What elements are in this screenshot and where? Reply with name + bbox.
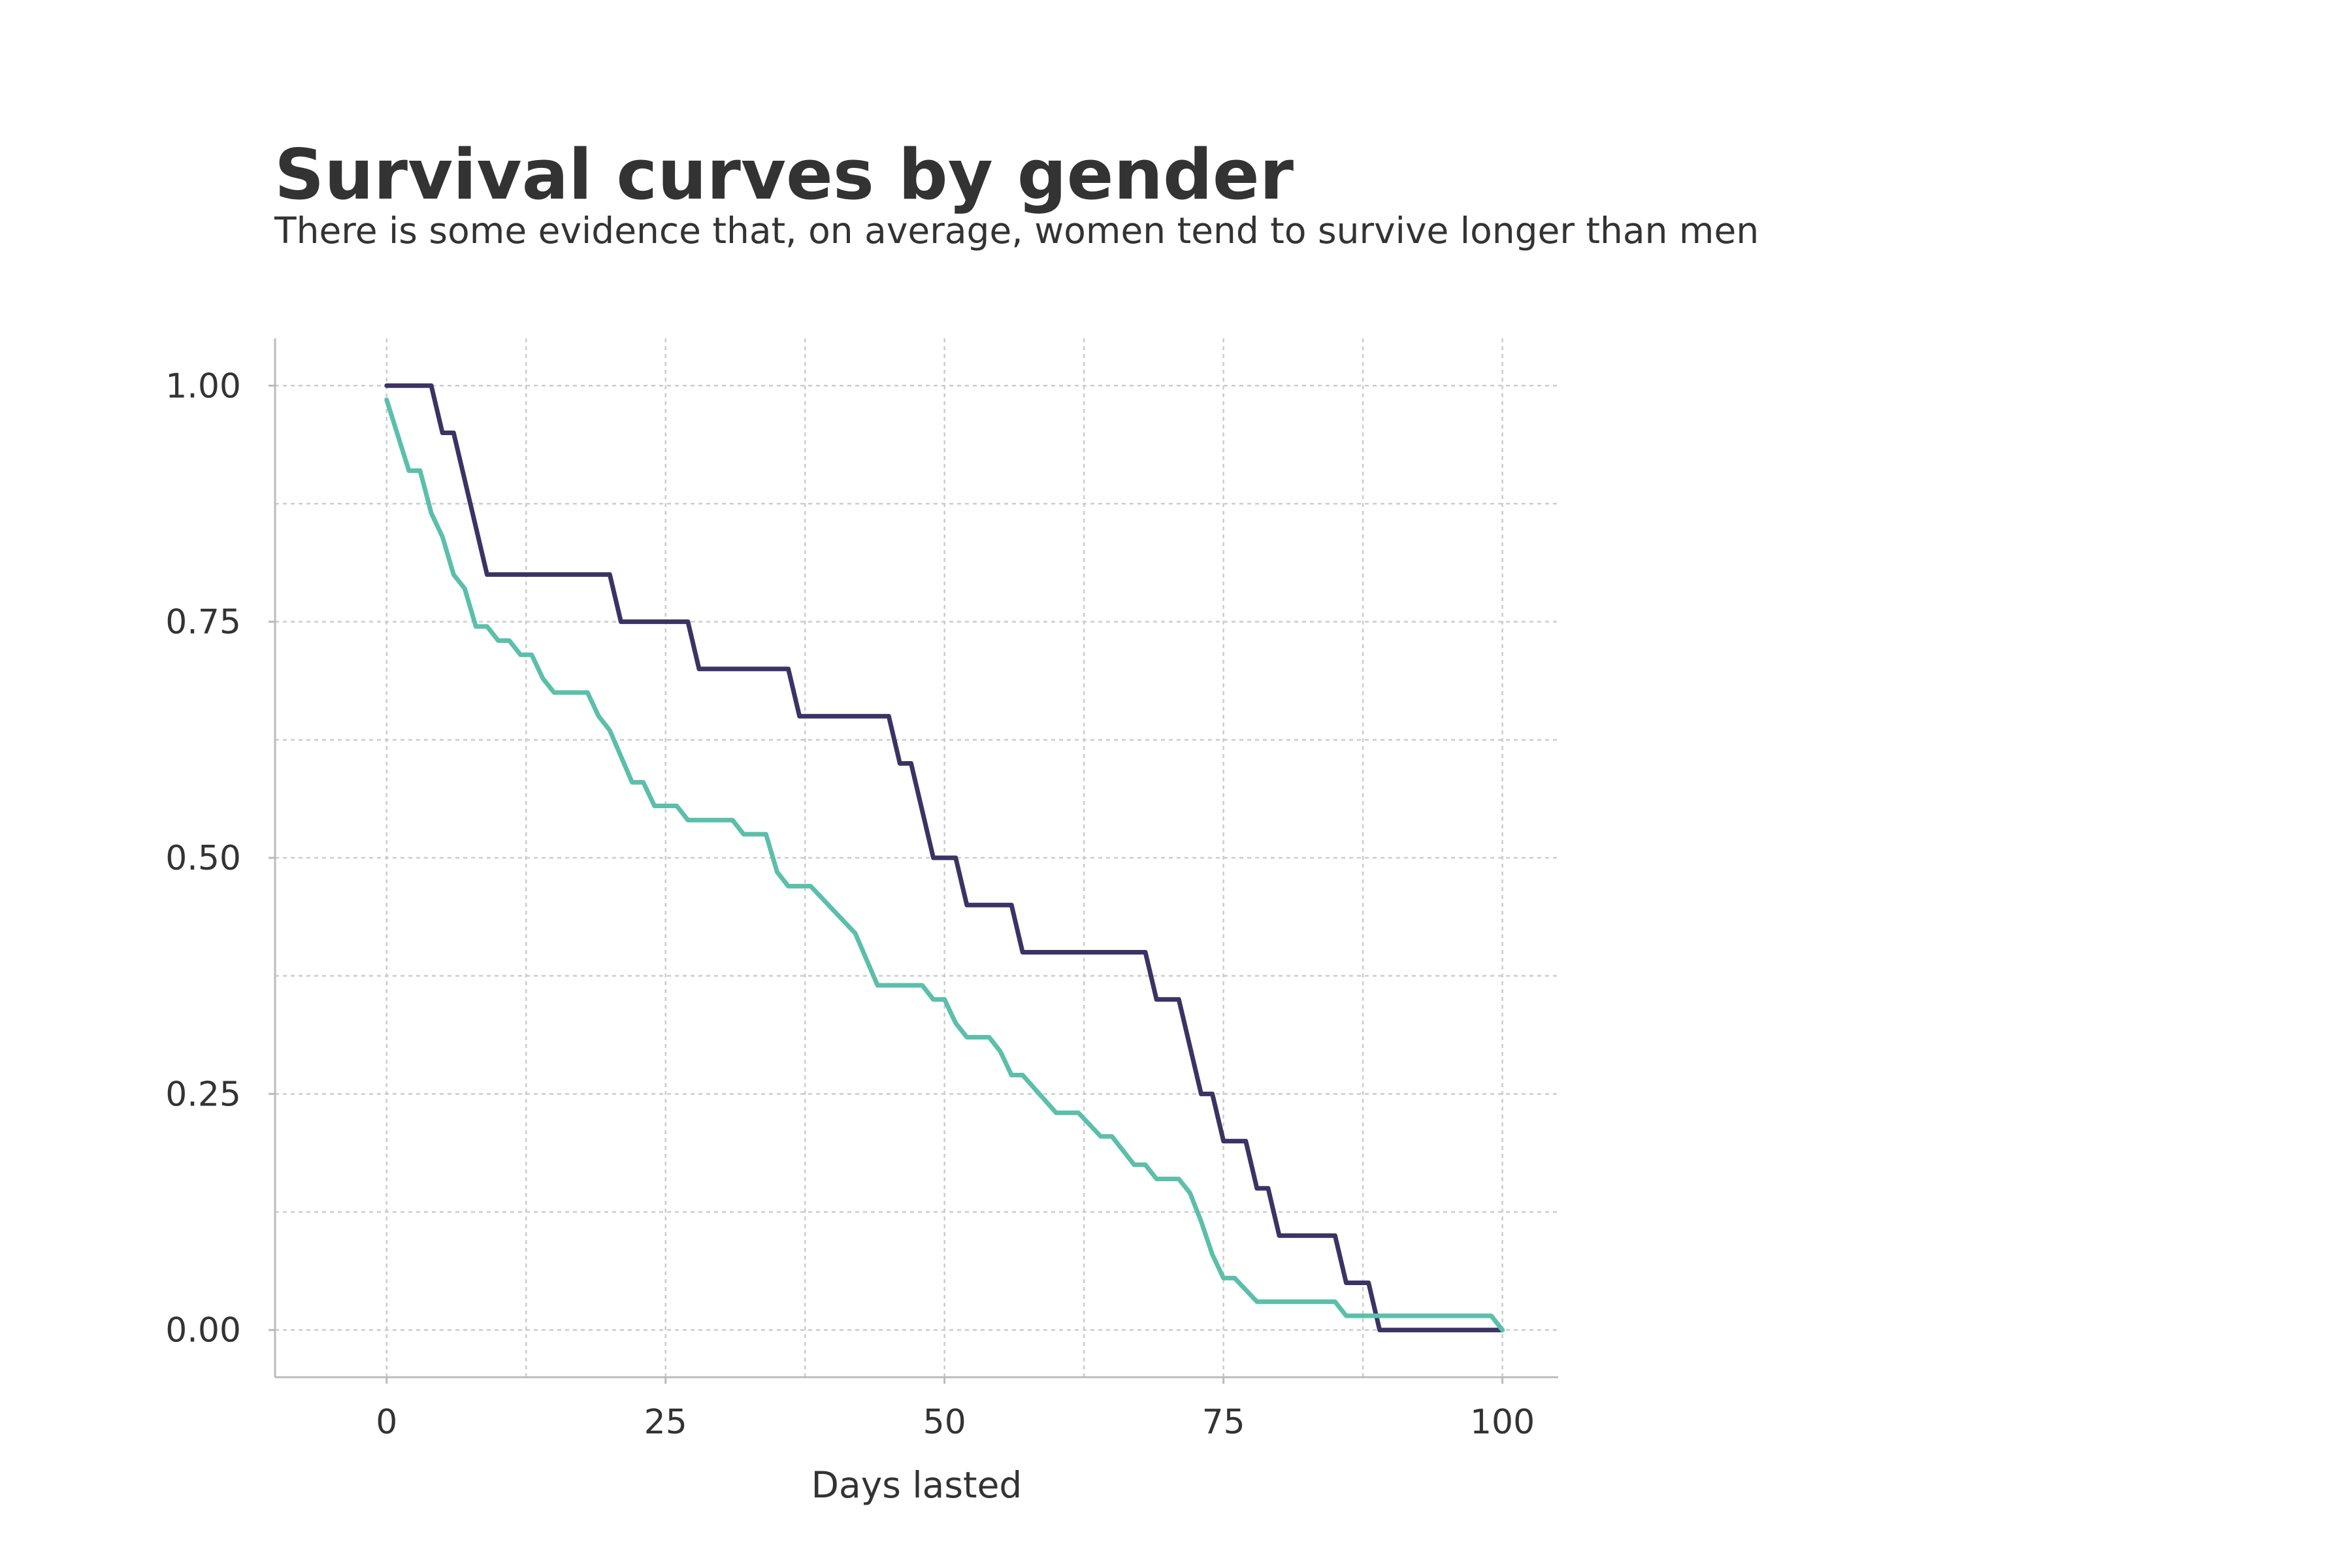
chart-title: Survival curves by gender xyxy=(274,135,1294,215)
y-tick-label: 0.50 xyxy=(165,839,241,878)
x-tick-label: 50 xyxy=(923,1403,966,1442)
y-tick-label: 1.00 xyxy=(165,367,241,406)
x-tick-label: 75 xyxy=(1202,1403,1245,1442)
x-tick-label: 0 xyxy=(376,1403,397,1442)
grid xyxy=(275,338,1558,1377)
chart-subtitle: There is some evidence that, on average,… xyxy=(274,210,1759,252)
x-axis-title: Days lasted xyxy=(811,1464,1022,1506)
x-tick-label: 100 xyxy=(1470,1403,1535,1442)
series-line-2 xyxy=(384,397,1505,1333)
tick-labels: 0 25 50 75 100 0.00 0.25 0.50 0.75 1.00 xyxy=(165,367,1535,1442)
x-tick-label: 25 xyxy=(644,1403,687,1442)
y-tick-label: 0.25 xyxy=(165,1075,241,1114)
y-tick-label: 0.00 xyxy=(165,1311,241,1350)
series xyxy=(384,383,1505,1333)
y-tick-label: 0.75 xyxy=(165,603,241,642)
series-line-1 xyxy=(384,383,1505,1333)
